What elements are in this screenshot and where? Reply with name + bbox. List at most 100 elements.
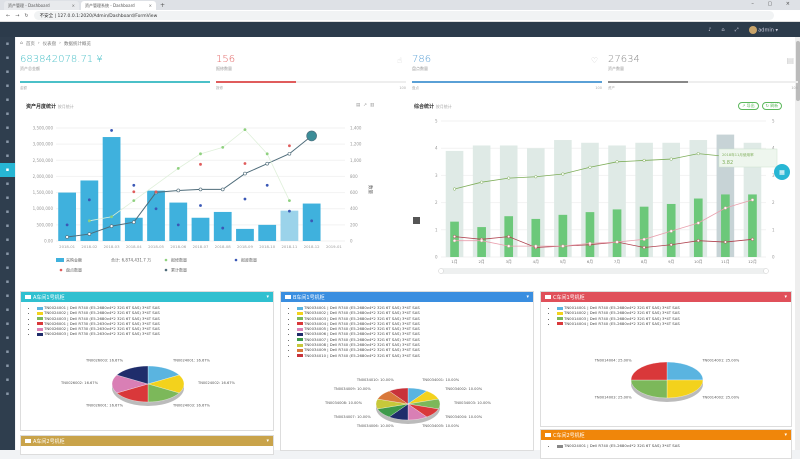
line-point[interactable]: [561, 244, 565, 248]
line-point[interactable]: [642, 237, 646, 241]
line-point[interactable]: [642, 245, 646, 250]
scatter-point[interactable]: [154, 207, 158, 211]
sidebar-menu-icon[interactable]: ▪: [5, 237, 10, 243]
sidebar-menu-icon[interactable]: ▪: [5, 153, 10, 159]
window-controls[interactable]: – ▢ ×: [751, 1, 796, 7]
bar[interactable]: [258, 224, 277, 241]
sidebar-menu-icon[interactable]: ▪: [5, 69, 10, 75]
legend-item[interactable]: 累计数量: [164, 267, 187, 273]
bar[interactable]: [693, 198, 703, 257]
pie-slice[interactable]: [666, 361, 704, 381]
scatter-point[interactable]: [132, 199, 136, 203]
legend-item[interactable]: 盘点数量: [59, 267, 82, 273]
collapse-icon[interactable]: ▾: [784, 294, 787, 300]
browser-tab[interactable]: 资产管理系统 - Dashboard ×: [81, 1, 156, 10]
line-chart-icon[interactable]: ↗: [363, 103, 368, 108]
scatter-point[interactable]: [110, 129, 113, 132]
legend-item[interactable]: 合计: 6,874,431.7 万: [111, 257, 151, 263]
scrollbar[interactable]: [795, 37, 800, 450]
line-point[interactable]: [723, 206, 727, 210]
reload-icon[interactable]: ↻: [24, 12, 29, 19]
scatter-point[interactable]: [288, 209, 291, 213]
collapse-icon[interactable]: ▾: [526, 294, 529, 300]
sidebar-menu-icon[interactable]: ▪: [5, 279, 10, 285]
bar[interactable]: [472, 145, 491, 257]
line-point[interactable]: [132, 220, 136, 224]
line-point[interactable]: [87, 232, 92, 236]
bar[interactable]: [191, 217, 210, 241]
line-point[interactable]: [534, 175, 538, 179]
scatter-point[interactable]: [221, 226, 225, 230]
line-point[interactable]: [615, 160, 619, 164]
export-button[interactable]: ↗ 导出: [738, 102, 759, 110]
scatter-point[interactable]: [132, 183, 136, 187]
back-icon[interactable]: ←: [6, 12, 11, 19]
line-point[interactable]: [507, 176, 511, 180]
line-point[interactable]: [507, 244, 511, 248]
line-point[interactable]: [615, 240, 619, 244]
sidebar-menu-icon[interactable]: ▪: [5, 125, 10, 131]
collapse-icon[interactable]: ▾: [266, 438, 269, 444]
scatter-point[interactable]: [243, 162, 247, 165]
line-point[interactable]: [452, 235, 457, 239]
scatter-point[interactable]: [199, 152, 202, 156]
pie-slice[interactable]: [630, 361, 668, 381]
scatter-point[interactable]: [65, 223, 69, 227]
line-point[interactable]: [109, 224, 114, 228]
breadcrumb-item[interactable]: 仪表盘: [42, 42, 57, 47]
bar[interactable]: [662, 142, 681, 257]
line-point[interactable]: [480, 180, 484, 184]
sidebar-menu-icon[interactable]: ▪: [5, 363, 10, 369]
bell-icon[interactable]: ♪: [708, 26, 712, 33]
home-icon[interactable]: ⌂: [721, 26, 725, 33]
line-point[interactable]: [750, 237, 755, 241]
scatter-point[interactable]: [87, 198, 91, 202]
sidebar-menu-icon[interactable]: ▪: [5, 335, 10, 341]
sidebar-menu-icon[interactable]: ▪: [5, 97, 10, 103]
bar[interactable]: [124, 217, 143, 241]
slider-handle[interactable]: [438, 268, 444, 274]
scatter-point[interactable]: [310, 219, 314, 223]
bar[interactable]: [558, 214, 568, 257]
refresh-button[interactable]: ↻ 刷新: [761, 102, 783, 110]
sidebar-menu-icon[interactable]: ▪: [5, 391, 10, 397]
bar[interactable]: [585, 212, 595, 257]
bar[interactable]: [302, 203, 321, 241]
bar[interactable]: [635, 142, 653, 257]
legend-item[interactable]: 报废数量: [234, 257, 257, 263]
sidebar-menu-icon[interactable]: ▪: [5, 55, 10, 61]
line-point[interactable]: [265, 161, 269, 166]
line-point[interactable]: [642, 158, 646, 162]
sidebar-menu-icon[interactable]: ▪: [5, 377, 10, 383]
sidebar-menu-icon[interactable]: ▪: [5, 111, 10, 117]
bar[interactable]: [499, 145, 518, 257]
line-point[interactable]: [452, 239, 457, 243]
bar[interactable]: [147, 190, 165, 241]
line-point[interactable]: [669, 157, 673, 161]
line-point[interactable]: [243, 171, 247, 176]
scroll-thumb[interactable]: [795, 41, 800, 101]
scatter-point[interactable]: [243, 197, 247, 201]
scatter-point[interactable]: [265, 152, 269, 156]
collapse-icon[interactable]: ▾: [784, 432, 787, 438]
line-point[interactable]: [696, 239, 700, 243]
line-point[interactable]: [220, 187, 225, 192]
bar[interactable]: [639, 206, 649, 257]
pie-slice[interactable]: [630, 379, 668, 399]
bar[interactable]: [581, 142, 599, 257]
sidebar-menu-icon[interactable]: ▪: [5, 321, 10, 327]
line-point[interactable]: [669, 229, 673, 233]
bar[interactable]: [526, 148, 545, 257]
sidebar-menu-icon[interactable]: ▪: [5, 41, 10, 47]
line-point[interactable]: [452, 187, 457, 191]
data-view-icon[interactable]: ▤: [356, 103, 361, 108]
bar-chart-icon[interactable]: ▥: [370, 103, 375, 108]
bar[interactable]: [280, 210, 299, 241]
scatter-point[interactable]: [265, 183, 269, 187]
line-point[interactable]: [588, 241, 592, 245]
bar[interactable]: [169, 202, 188, 241]
sidebar-menu-icon[interactable]: ▪: [5, 307, 10, 313]
bar[interactable]: [80, 180, 99, 241]
bar[interactable]: [748, 194, 757, 257]
scatter-point[interactable]: [110, 215, 113, 219]
